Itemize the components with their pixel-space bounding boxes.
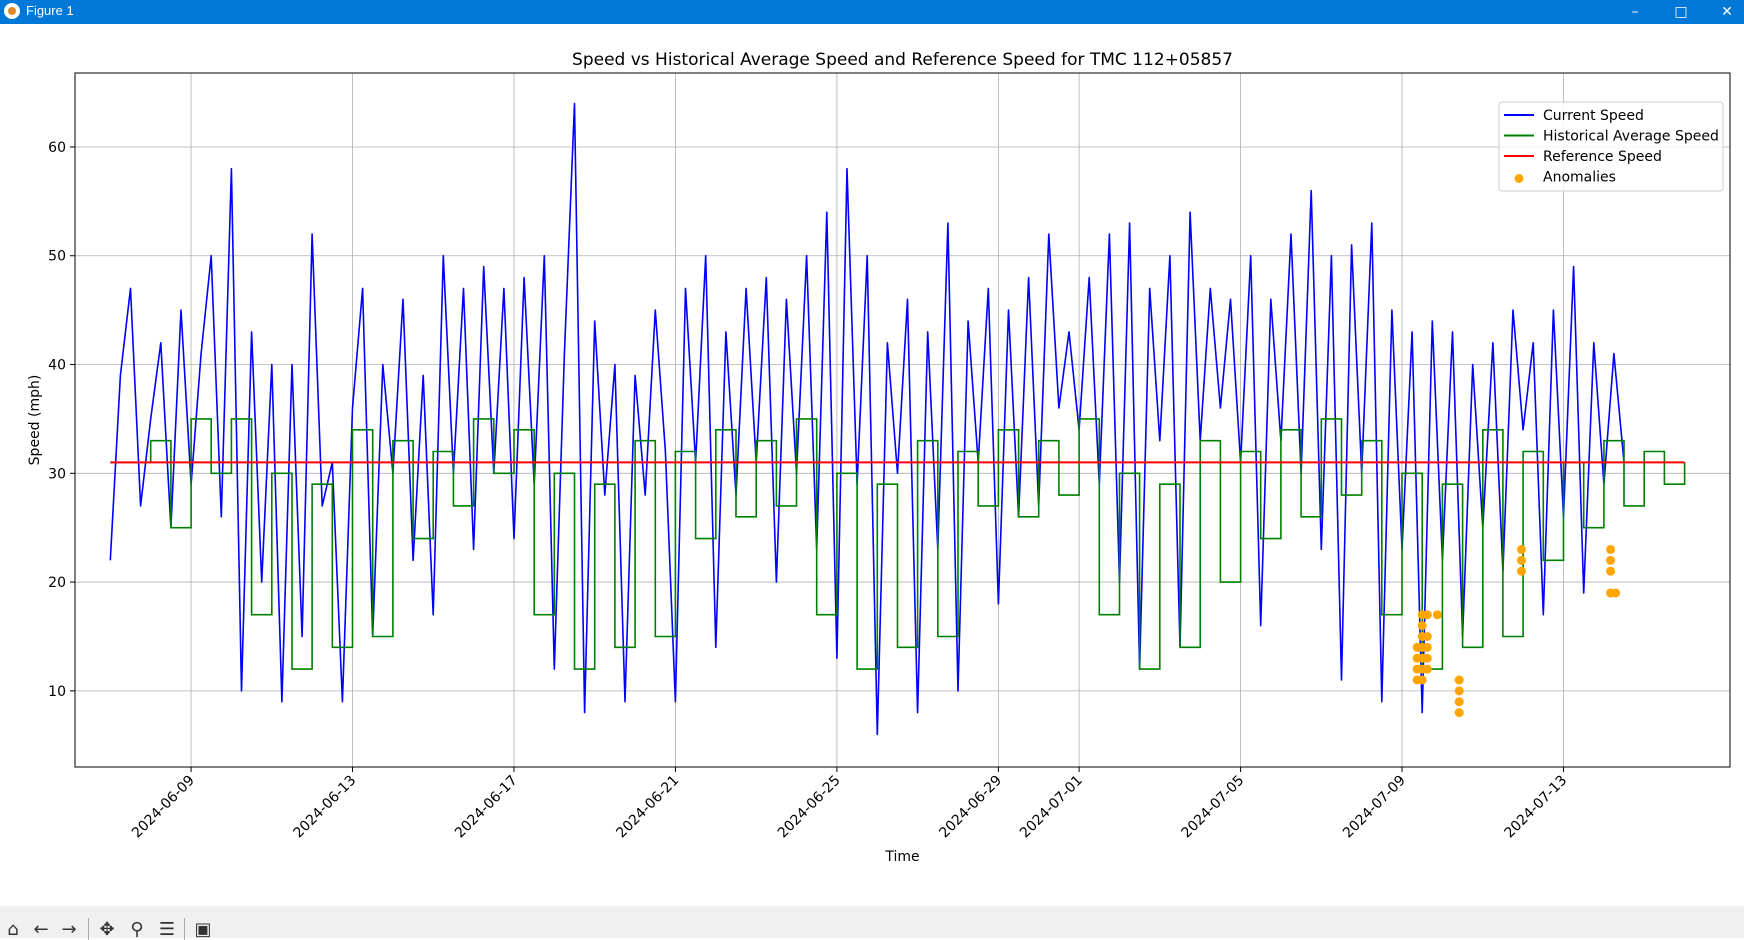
anomaly-point <box>1422 610 1432 620</box>
forward-arrow-icon[interactable]: → <box>61 919 77 940</box>
window-title: Figure 1 <box>26 3 74 18</box>
chart-title: Speed vs Historical Average Speed and Re… <box>572 50 1233 70</box>
anomaly-point <box>1516 544 1526 554</box>
back-arrow-icon[interactable]: ← <box>33 919 49 940</box>
y-tick-label: 50 <box>48 249 66 265</box>
figure-canvas: 10 20 30 40 50 60 2024-06-09 2024-06-13 2024-06-… <box>0 24 1744 906</box>
anomaly-point <box>1516 555 1526 565</box>
app-icon <box>4 3 20 19</box>
x-axis-label: Time <box>884 849 919 865</box>
y-tick-label: 20 <box>48 575 66 591</box>
legend-anomalies-label: Anomalies <box>1543 170 1616 186</box>
save-icon[interactable]: ▣ <box>194 919 212 940</box>
anomaly-point <box>1454 697 1464 707</box>
pan-icon[interactable]: ✥ <box>99 919 115 940</box>
toolbar-separator <box>88 918 89 940</box>
anomaly-point <box>1606 544 1616 554</box>
maximize-icon[interactable]: □ <box>1674 4 1688 20</box>
legend-box <box>1498 101 1724 192</box>
anomaly-point <box>1454 675 1464 685</box>
home-icon[interactable]: ⌂ <box>7 919 19 940</box>
anomaly-point <box>1422 664 1432 674</box>
anomaly-point <box>1454 708 1464 718</box>
configure-icon[interactable]: ☰ <box>158 919 176 940</box>
y-axis-label: Speed (mph) <box>27 375 43 466</box>
anomaly-point <box>1432 610 1442 620</box>
anomaly-point <box>1611 588 1621 598</box>
anomaly-point <box>1422 631 1432 641</box>
toolbar-separator <box>184 918 185 940</box>
anomaly-point <box>1417 675 1427 685</box>
minimize-icon[interactable]: – <box>1631 4 1639 20</box>
y-tick-label: 10 <box>48 684 66 700</box>
window-titlebar: Figure 1 – □ ✕ <box>0 0 1744 24</box>
close-icon[interactable]: ✕ <box>1721 4 1733 20</box>
anomaly-point <box>1422 642 1432 652</box>
anomaly-point <box>1516 566 1526 576</box>
figure-toolbar: ⌂ ← → ✥ ⚲ ☰ ▣ <box>0 906 1744 940</box>
current-speed-line <box>109 102 1625 736</box>
anomaly-point <box>1606 555 1616 565</box>
legend: Current Speed Historical Average Speed Ref… <box>1498 101 1724 192</box>
anomaly-point <box>1454 686 1464 696</box>
plot-area <box>109 102 1686 736</box>
legend-historical-average-speed-label: Historical Average Speed <box>1543 129 1719 145</box>
y-tick-label: 40 <box>48 358 66 374</box>
zoom-icon[interactable]: ⚲ <box>130 919 144 940</box>
anomaly-point <box>1417 621 1427 631</box>
anomaly-point <box>1606 566 1616 576</box>
y-tick-label: 60 <box>48 140 66 156</box>
legend-anomalies-swatch <box>1514 174 1524 183</box>
legend-reference-speed-label: Reference Speed <box>1543 149 1662 165</box>
y-tick-label: 30 <box>48 466 66 482</box>
axes-frame <box>74 72 1731 768</box>
legend-current-speed-label: Current Speed <box>1543 108 1644 124</box>
anomaly-point <box>1422 653 1432 663</box>
